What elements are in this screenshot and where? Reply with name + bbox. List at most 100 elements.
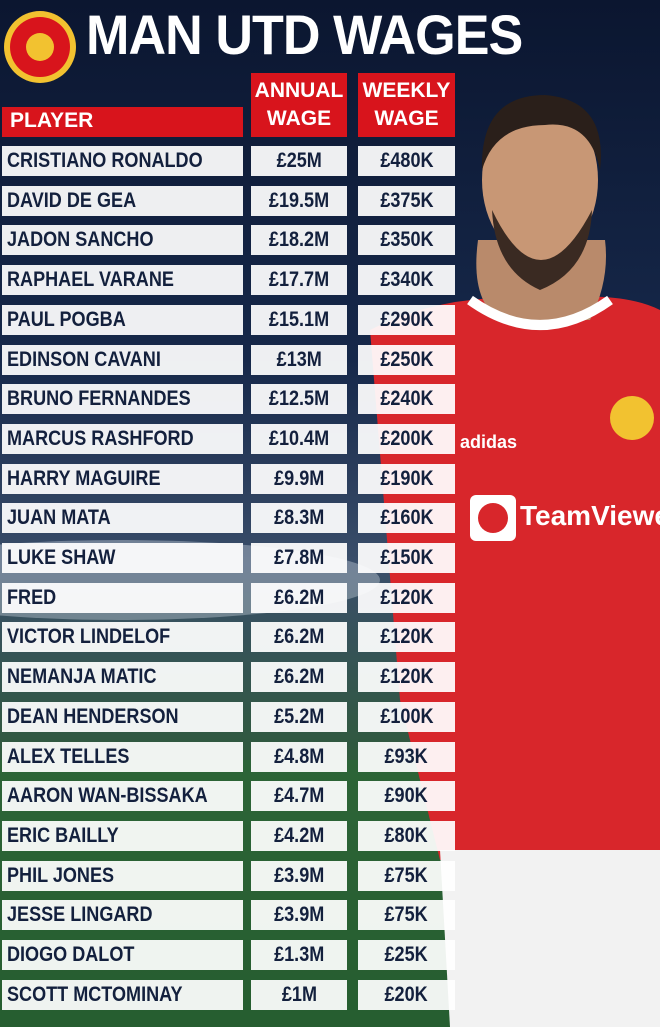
annual-wage: £9.9M xyxy=(251,463,347,494)
weekly-wage-text: £340K xyxy=(379,268,434,292)
weekly-wage-text: £75K xyxy=(384,863,429,887)
annual-wage-text: £12.5M xyxy=(268,387,330,411)
player-name: DAVID DE GEA xyxy=(2,185,243,216)
weekly-wage-text: £375K xyxy=(379,188,434,212)
annual-wage-text: £4.8M xyxy=(273,744,325,768)
weekly-wage: £240K xyxy=(358,384,455,415)
weekly-wage-text: £190K xyxy=(379,466,434,490)
weekly-wage-text: £120K xyxy=(379,625,434,649)
player-name: VICTOR LINDELOF xyxy=(2,622,243,653)
weekly-wage-text: £20K xyxy=(384,982,429,1006)
annual-wage-text: £6.2M xyxy=(273,625,325,649)
annual-wage: £12.5M xyxy=(251,384,347,415)
weekly-wage: £350K xyxy=(358,225,455,256)
weekly-wage: £120K xyxy=(358,582,455,613)
player-name-text: JUAN MATA xyxy=(7,506,111,530)
weekly-wage: £100K xyxy=(358,701,455,732)
annual-wage-text: £4.7M xyxy=(273,784,325,808)
weekly-wage: £480K xyxy=(358,146,455,176)
weekly-wage-text: £350K xyxy=(379,228,434,252)
player-name-text: PHIL JONES xyxy=(7,863,115,887)
annual-wage: £1M xyxy=(251,979,347,1010)
player-name: SCOTT MCTOMINAY xyxy=(2,979,243,1010)
annual-wage: £17.7M xyxy=(251,265,347,296)
player-name-text: AARON WAN-BISSAKA xyxy=(7,784,208,808)
title: MAN UTD WAGES xyxy=(86,3,523,66)
player-name: JUAN MATA xyxy=(2,503,243,534)
weekly-wage: £150K xyxy=(358,543,455,573)
annual-wage: £19.5M xyxy=(251,185,347,216)
weekly-wage-text: £250K xyxy=(379,347,434,371)
player-name-text: ERIC BAILLY xyxy=(7,823,119,847)
annual-wage-text: £9.9M xyxy=(273,466,325,490)
weekly-wage: £120K xyxy=(358,662,455,693)
weekly-wage: £90K xyxy=(358,781,455,812)
annual-wage: £3.9M xyxy=(251,860,347,891)
player-name: FRED xyxy=(2,582,243,613)
annual-wage-text: £7.8M xyxy=(273,546,325,569)
annual-wage-text: £13M xyxy=(276,347,322,371)
annual-wage-text: £1.3M xyxy=(273,943,325,966)
player-name: ERIC BAILLY xyxy=(2,820,243,851)
player-name: HARRY MAGUIRE xyxy=(2,463,243,494)
annual-wage: £4.8M xyxy=(251,741,347,772)
annual-wage-text: £18.2M xyxy=(268,228,330,252)
player-name-text: HARRY MAGUIRE xyxy=(7,466,161,490)
weekly-wage: £20K xyxy=(358,979,455,1010)
player-name: MARCUS RASHFORD xyxy=(2,423,243,454)
player-name: BRUNO FERNANDES xyxy=(2,384,243,415)
annual-wage-text: £10.4M xyxy=(268,426,330,450)
weekly-wage-text: £120K xyxy=(379,665,434,689)
weekly-wage-text: £150K xyxy=(379,546,434,569)
annual-wage-text: £4.2M xyxy=(273,823,325,847)
weekly-wage: £75K xyxy=(358,900,455,931)
weekly-wage-text: £93K xyxy=(384,744,429,768)
header-annual: ANNUAL WAGE xyxy=(251,73,347,137)
weekly-wage: £190K xyxy=(358,463,455,494)
header-player: PLAYER xyxy=(2,107,243,137)
weekly-wage-text: £100K xyxy=(379,704,434,728)
annual-wage: £6.2M xyxy=(251,582,347,613)
player-name-text: DEAN HENDERSON xyxy=(7,704,179,728)
weekly-wage-text: £240K xyxy=(379,387,434,411)
annual-wage: £1.3M xyxy=(251,940,347,970)
annual-wage-text: £6.2M xyxy=(273,665,325,689)
player-name-text: DIOGO DALOT xyxy=(7,943,135,966)
annual-wage-text: £1M xyxy=(281,982,317,1006)
weekly-wage: £290K xyxy=(358,304,455,335)
weekly-wage-text: £290K xyxy=(379,307,434,331)
player-name-text: VICTOR LINDELOF xyxy=(7,625,171,649)
weekly-wage-text: £200K xyxy=(379,426,434,450)
weekly-wage-text: £120K xyxy=(379,585,434,609)
weekly-wage: £160K xyxy=(358,503,455,534)
annual-wage-text: £15.1M xyxy=(268,307,330,331)
player-name-text: PAUL POGBA xyxy=(7,307,126,331)
annual-wage-text: £5.2M xyxy=(273,704,325,728)
annual-wage: £7.8M xyxy=(251,543,347,573)
annual-wage-text: £6.2M xyxy=(273,585,325,609)
svg-text:TeamViewer: TeamViewer xyxy=(520,500,660,531)
player-name-text: LUKE SHAW xyxy=(7,546,116,569)
annual-wage-text: £3.9M xyxy=(273,863,325,887)
player-name-text: FRED xyxy=(7,585,57,609)
annual-wage-text: £8.3M xyxy=(273,506,325,530)
player-name-text: DAVID DE GEA xyxy=(7,188,137,212)
player-name-text: JADON SANCHO xyxy=(7,228,154,252)
player-name: JESSE LINGARD xyxy=(2,900,243,931)
annual-wage: £10.4M xyxy=(251,423,347,454)
player-name-text: MARCUS RASHFORD xyxy=(7,426,194,450)
player-name-text: SCOTT MCTOMINAY xyxy=(7,982,183,1006)
annual-wage: £18.2M xyxy=(251,225,347,256)
weekly-wage-text: £160K xyxy=(379,506,434,530)
annual-wage: £5.2M xyxy=(251,701,347,732)
player-name-text: EDINSON CAVANI xyxy=(7,347,161,371)
player-name: AARON WAN-BISSAKA xyxy=(2,781,243,812)
player-name: JADON SANCHO xyxy=(2,225,243,256)
player-name-text: BRUNO FERNANDES xyxy=(7,387,191,411)
header-weekly: WEEKLY WAGE xyxy=(358,73,455,137)
player-name: NEMANJA MATIC xyxy=(2,662,243,693)
annual-wage: £4.7M xyxy=(251,781,347,812)
weekly-wage-text: £480K xyxy=(379,149,434,172)
player-name: ALEX TELLES xyxy=(2,741,243,772)
